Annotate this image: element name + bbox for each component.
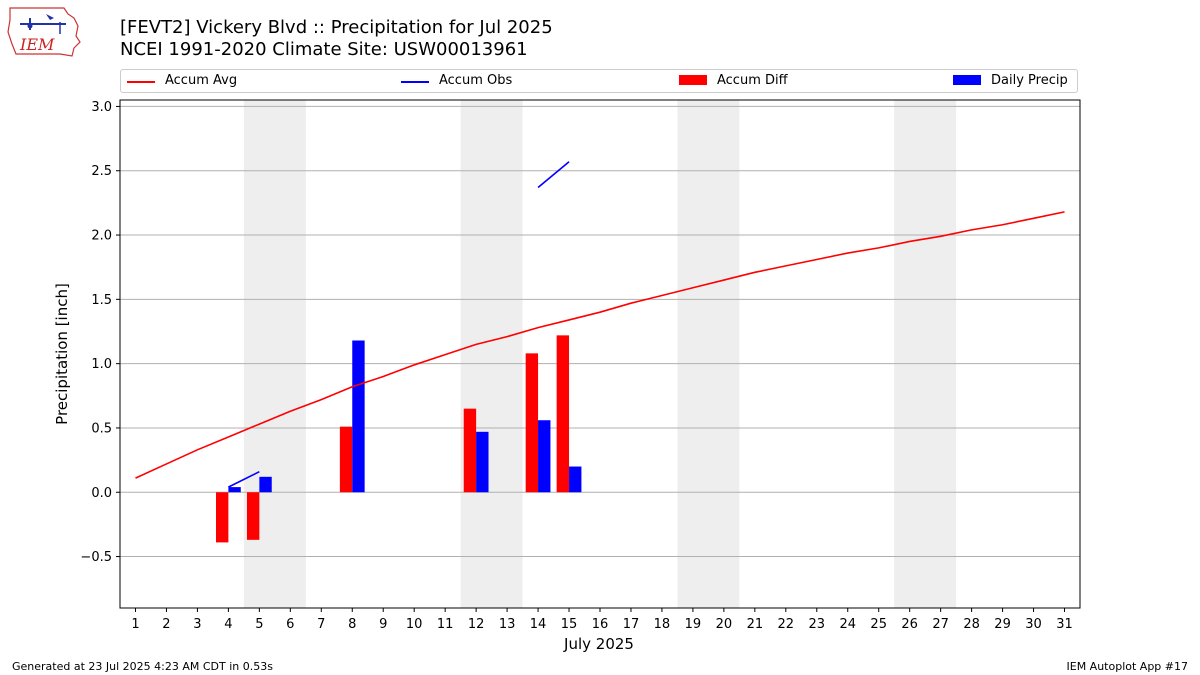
legend-label-accum-diff: Accum Diff [717, 73, 788, 88]
daily-precip-bar-8 [352, 340, 365, 493]
x-tick-label-12: 13 [499, 617, 516, 632]
y-tick-label-7: 3.0 [91, 100, 112, 115]
accum-diff-bar-5 [246, 492, 260, 540]
legend-label-daily-precip: Daily Precip [991, 73, 1068, 88]
accum-diff-bar-4 [216, 492, 229, 543]
y-tick-label-1: 0.0 [91, 486, 112, 501]
x-tick-label-29: 30 [1025, 617, 1042, 632]
plot-frame [119, 99, 1081, 609]
x-tick-label-15: 16 [592, 617, 609, 632]
y-tick-label-6: 2.5 [91, 164, 112, 179]
x-tick-label-3: 4 [224, 617, 232, 632]
weekend-band-3 [894, 100, 957, 608]
x-axis-label: July 2025 [563, 635, 634, 653]
x-tick-label-28: 29 [994, 617, 1011, 632]
legend-label-accum-avg: Accum Avg [165, 73, 238, 88]
y-tick-label-4: 1.5 [91, 293, 112, 308]
x-tick-label-18: 19 [685, 617, 702, 632]
accum-obs-line-1 [537, 161, 570, 189]
x-tick-label-0: 1 [131, 617, 139, 632]
x-tick-label-5: 6 [286, 617, 294, 632]
weekend-band-1 [460, 100, 523, 608]
x-tick-label-19: 20 [716, 617, 733, 632]
legend-label-accum-obs: Accum Obs [439, 73, 513, 88]
iem-logo: IEM [7, 7, 81, 57]
logo-text: IEM [19, 35, 55, 54]
x-tick-label-26: 27 [932, 617, 949, 632]
x-tick-label-2: 3 [193, 617, 201, 632]
y-tick-label-5: 2.0 [91, 229, 112, 244]
accum-diff-bar-12 [463, 408, 477, 493]
y-tick-label-0: −0.5 [80, 550, 112, 565]
x-tick-label-14: 15 [561, 617, 578, 632]
y-tick-label-3: 1.0 [91, 357, 112, 372]
x-tick-label-25: 26 [901, 617, 918, 632]
x-tick-label-6: 7 [317, 617, 325, 632]
daily-precip-bar-15 [569, 466, 582, 493]
x-tick-label-16: 17 [623, 617, 640, 632]
x-tick-label-21: 22 [778, 617, 795, 632]
chart-title: [FEVT2] Vickery Blvd :: Precipitation fo… [120, 17, 553, 38]
x-tick-label-20: 21 [747, 617, 764, 632]
footer-generated: Generated at 23 Jul 2025 4:23 AM CDT in … [12, 660, 273, 673]
x-tick-label-9: 10 [406, 617, 423, 632]
lines [135, 161, 1065, 488]
x-tick-label-22: 23 [809, 617, 826, 632]
legend-swatch-accum-avg [127, 81, 155, 83]
x-tick-label-1: 2 [162, 617, 170, 632]
accum-diff-bar-14 [525, 353, 539, 493]
accum-diff-bar-8 [339, 426, 353, 493]
x-tick-label-7: 8 [348, 617, 356, 632]
gridlines [120, 105, 1080, 558]
accum-diff-bar-15 [556, 335, 570, 493]
weekend-shading [243, 100, 957, 608]
legend-swatch-accum-obs [401, 81, 429, 83]
daily-precip-bar-4 [228, 487, 241, 493]
accum-avg-line [135, 211, 1065, 479]
y-tick-label-2: 0.5 [91, 421, 112, 436]
accum-obs-line-0 [228, 470, 260, 488]
legend: Accum Avg Accum Obs Accum Diff Daily Pre… [120, 69, 1078, 93]
x-tick-label-30: 31 [1056, 617, 1073, 632]
weekend-band-2 [677, 100, 740, 608]
legend-swatch-accum-diff [679, 75, 707, 85]
x-tick-label-24: 25 [870, 617, 887, 632]
daily-precip-bar-12 [476, 431, 489, 493]
legend-swatch-daily-precip [953, 75, 981, 85]
x-tick-label-11: 12 [468, 617, 485, 632]
footer-app: IEM Autoplot App #17 [1066, 660, 1189, 673]
x-tick-label-17: 18 [654, 617, 671, 632]
daily-precip-bar-5 [259, 476, 272, 493]
x-tick-label-8: 9 [379, 617, 387, 632]
chart-subtitle: NCEI 1991-2020 Climate Site: USW00013961 [120, 39, 528, 60]
x-tick-label-27: 28 [963, 617, 980, 632]
x-tick-label-23: 24 [839, 617, 856, 632]
x-tick-label-13: 14 [530, 617, 547, 632]
axes: −0.50.00.51.01.52.02.53.01 2 3 4 5 6 7 8 9 10 11 12… [80, 99, 1081, 632]
x-tick-label-4: 5 [255, 617, 263, 632]
y-axis-label: Precipitation [inch] [53, 283, 71, 425]
x-tick-label-10: 11 [437, 617, 454, 632]
bars [216, 335, 582, 543]
daily-precip-bar-14 [538, 420, 551, 493]
